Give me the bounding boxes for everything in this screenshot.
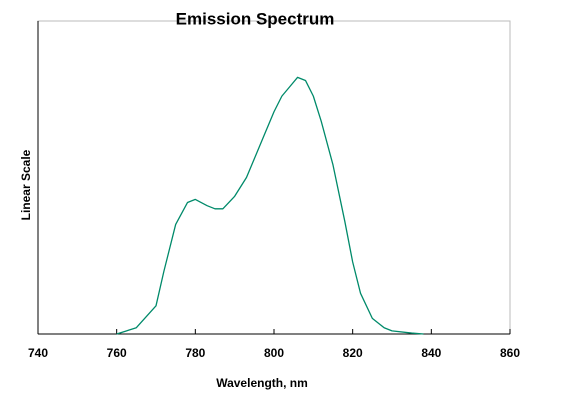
plot-frame bbox=[37, 20, 511, 335]
chart-title: Emission Spectrum bbox=[176, 9, 335, 28]
x-tick-label: 780 bbox=[185, 346, 205, 360]
y-axis-label: Linear Scale bbox=[19, 149, 33, 220]
x-tick-label: 740 bbox=[28, 346, 48, 360]
x-tick-label: 760 bbox=[107, 346, 127, 360]
x-axis-label: Wavelength, nm bbox=[216, 376, 308, 390]
x-tick-label: 840 bbox=[421, 346, 441, 360]
x-tick-label: 820 bbox=[343, 346, 363, 360]
spectrum-line bbox=[116, 76, 424, 335]
x-tick-label: 860 bbox=[500, 346, 520, 360]
x-tick-label: 800 bbox=[264, 346, 284, 360]
